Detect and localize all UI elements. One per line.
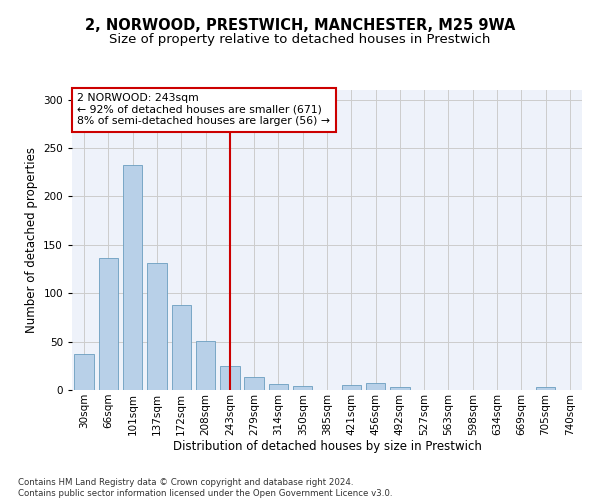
Bar: [269, 384, 288, 390]
Text: Contains HM Land Registry data © Crown copyright and database right 2024.
Contai: Contains HM Land Registry data © Crown c…: [18, 478, 392, 498]
Y-axis label: Number of detached properties: Number of detached properties: [25, 147, 38, 333]
Bar: [341, 385, 361, 390]
Text: 2, NORWOOD, PRESTWICH, MANCHESTER, M25 9WA: 2, NORWOOD, PRESTWICH, MANCHESTER, M25 9…: [85, 18, 515, 32]
Bar: [74, 354, 94, 390]
Bar: [99, 258, 118, 390]
Bar: [244, 378, 264, 390]
Bar: [536, 387, 555, 390]
Bar: [366, 383, 385, 390]
Text: 2 NORWOOD: 243sqm
← 92% of detached houses are smaller (671)
8% of semi-detached: 2 NORWOOD: 243sqm ← 92% of detached hous…: [77, 93, 330, 126]
Bar: [123, 166, 142, 390]
Bar: [172, 305, 191, 390]
Bar: [147, 263, 167, 390]
Bar: [196, 340, 215, 390]
Bar: [220, 366, 239, 390]
Bar: [293, 386, 313, 390]
X-axis label: Distribution of detached houses by size in Prestwich: Distribution of detached houses by size …: [173, 440, 481, 454]
Bar: [390, 387, 410, 390]
Text: Size of property relative to detached houses in Prestwich: Size of property relative to detached ho…: [109, 32, 491, 46]
